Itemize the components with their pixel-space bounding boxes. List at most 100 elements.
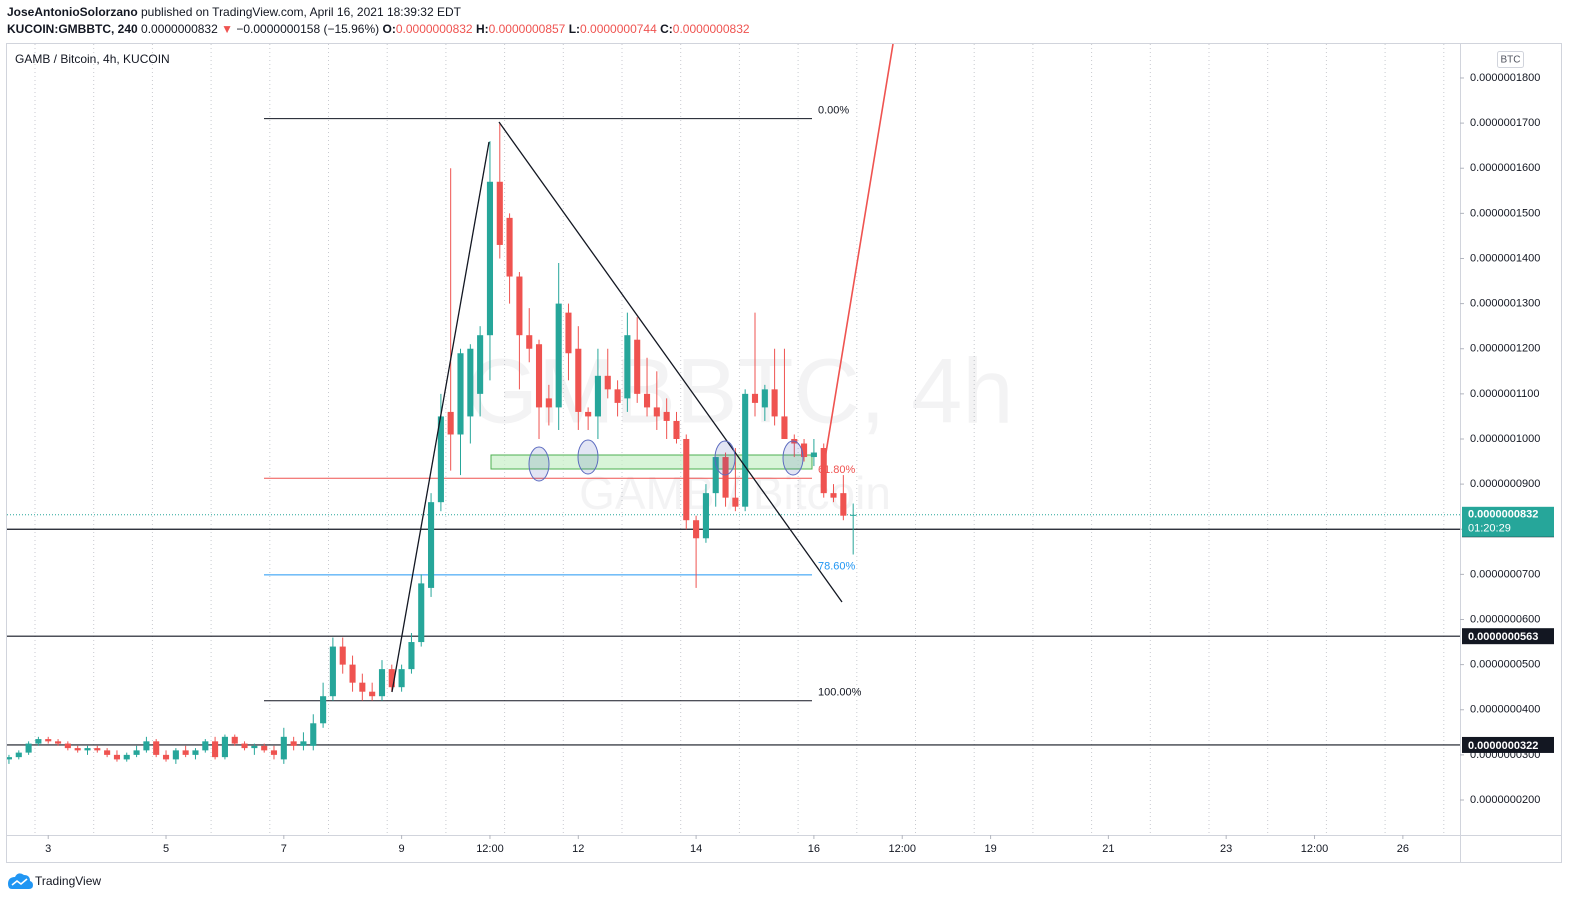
y-tick-label: 0.0000001400 xyxy=(1470,252,1540,264)
level-label: 0.0000000563 xyxy=(1468,631,1538,643)
candle-body xyxy=(693,520,700,539)
candle-body xyxy=(94,748,101,751)
x-tick-label: 12:00 xyxy=(888,843,916,855)
x-tick-label: 23 xyxy=(1220,843,1232,855)
candle-body xyxy=(369,691,376,697)
candle-body xyxy=(742,393,749,507)
candle-body xyxy=(634,339,641,394)
y-tick-label: 0.0000001800 xyxy=(1470,72,1540,84)
candle-body xyxy=(84,748,91,751)
candle-body xyxy=(25,743,32,753)
logo-cloud xyxy=(8,873,33,889)
candle-body xyxy=(751,393,759,403)
candle-body xyxy=(280,736,287,760)
candle-body xyxy=(614,389,621,403)
x-tick-label: 12:00 xyxy=(1301,843,1329,855)
ohlc-key: H: xyxy=(475,22,489,36)
y-tick-label: 0.0000001300 xyxy=(1470,298,1540,310)
candle-body xyxy=(575,348,582,412)
candle-body xyxy=(329,646,336,697)
x-tick-label: 7 xyxy=(281,843,287,855)
candle-body xyxy=(290,741,297,746)
candle-body xyxy=(555,303,562,408)
change: −0.0000000158 (−15.96%) xyxy=(236,22,380,36)
header-line-1: JoseAntonioSolorzano published on Tradin… xyxy=(7,5,461,19)
candle-body xyxy=(15,752,22,758)
y-tick-label: 0.0000001000 xyxy=(1470,433,1540,445)
candle-body xyxy=(192,750,199,755)
axes: 0.00000002000.00000003000.00000004000.00… xyxy=(45,72,1554,855)
candle-body xyxy=(447,411,454,435)
candle-body xyxy=(251,745,258,749)
candle-body xyxy=(594,375,601,417)
candle-body xyxy=(212,741,219,758)
candle-body xyxy=(270,750,278,755)
candle-body xyxy=(761,389,768,408)
x-tick-label: 3 xyxy=(45,843,51,855)
candle-body xyxy=(565,312,572,354)
level-label: 0.0000000322 xyxy=(1468,740,1538,752)
candle-body xyxy=(104,750,111,755)
last-price: 0.0000000832 xyxy=(141,22,218,36)
author: JoseAntonioSolorzano xyxy=(7,5,138,19)
x-tick-label: 19 xyxy=(984,843,996,855)
ohlc-value: 0.0000000744 xyxy=(580,22,657,36)
footer-logo xyxy=(8,873,33,889)
candle-body xyxy=(683,438,690,521)
candle-body xyxy=(418,583,425,643)
legend: GAMB / Bitcoin, 4h, KUCOIN xyxy=(15,52,170,66)
current-price-box xyxy=(1462,506,1554,537)
candle-body xyxy=(153,741,160,755)
y-tick-label: 0.0000001500 xyxy=(1470,207,1540,219)
candle-body xyxy=(673,420,680,439)
candle-body xyxy=(221,736,228,758)
candle-body xyxy=(231,736,238,744)
projection-line xyxy=(821,44,894,478)
marker-ellipse xyxy=(782,440,804,476)
candle-body xyxy=(840,493,847,516)
levels xyxy=(7,118,1460,746)
footer-brand: TradingView xyxy=(35,874,101,888)
candle-body xyxy=(143,741,150,751)
ohlc-value: 0.0000000832 xyxy=(395,22,473,36)
level-box xyxy=(1462,736,1554,753)
ohlc-value: 0.0000000857 xyxy=(488,22,566,36)
y-tick-label: 0.0000001600 xyxy=(1470,162,1540,174)
candle-body xyxy=(732,497,739,507)
candle-body xyxy=(359,682,366,692)
candle-body xyxy=(437,416,444,503)
y-tick-label: 0.0000000400 xyxy=(1470,704,1540,716)
y-tick-label: 0.0000000700 xyxy=(1470,568,1540,580)
candle-body xyxy=(850,514,857,516)
candle-body xyxy=(457,353,464,435)
candles xyxy=(7,123,857,764)
y-tick-label: 0.0000001100 xyxy=(1470,388,1540,400)
trend-line xyxy=(391,141,490,693)
candle-body xyxy=(172,750,179,760)
candle-body xyxy=(388,669,395,688)
published: published on TradingView.com, April 16, … xyxy=(137,5,461,19)
candle-body xyxy=(408,642,415,670)
header-line-2: KUCOIN:GMBBTC, 240 0.0000000832 ▼ −0.000… xyxy=(7,22,750,36)
candle-body xyxy=(604,375,611,390)
candle-body xyxy=(74,748,81,751)
currency-box xyxy=(1497,51,1524,68)
ohlc-value: 0.0000000832 xyxy=(672,22,750,36)
candle-body xyxy=(123,754,130,760)
candle-body xyxy=(398,669,405,688)
marker-ellipse xyxy=(714,440,736,476)
candle-body xyxy=(467,348,474,417)
candle-body xyxy=(771,389,778,417)
candle-body xyxy=(653,407,660,417)
candle-body xyxy=(830,493,837,498)
x-tick-label: 12 xyxy=(572,843,584,855)
candle-body xyxy=(712,457,719,494)
ohlc-key: C: xyxy=(660,22,673,36)
marker-ellipse xyxy=(528,446,550,482)
y-tick-label: 0.0000001700 xyxy=(1470,117,1540,129)
y-tick-label: 0.0000000200 xyxy=(1470,794,1540,806)
candle-body xyxy=(64,743,71,749)
candle-body xyxy=(643,393,651,408)
